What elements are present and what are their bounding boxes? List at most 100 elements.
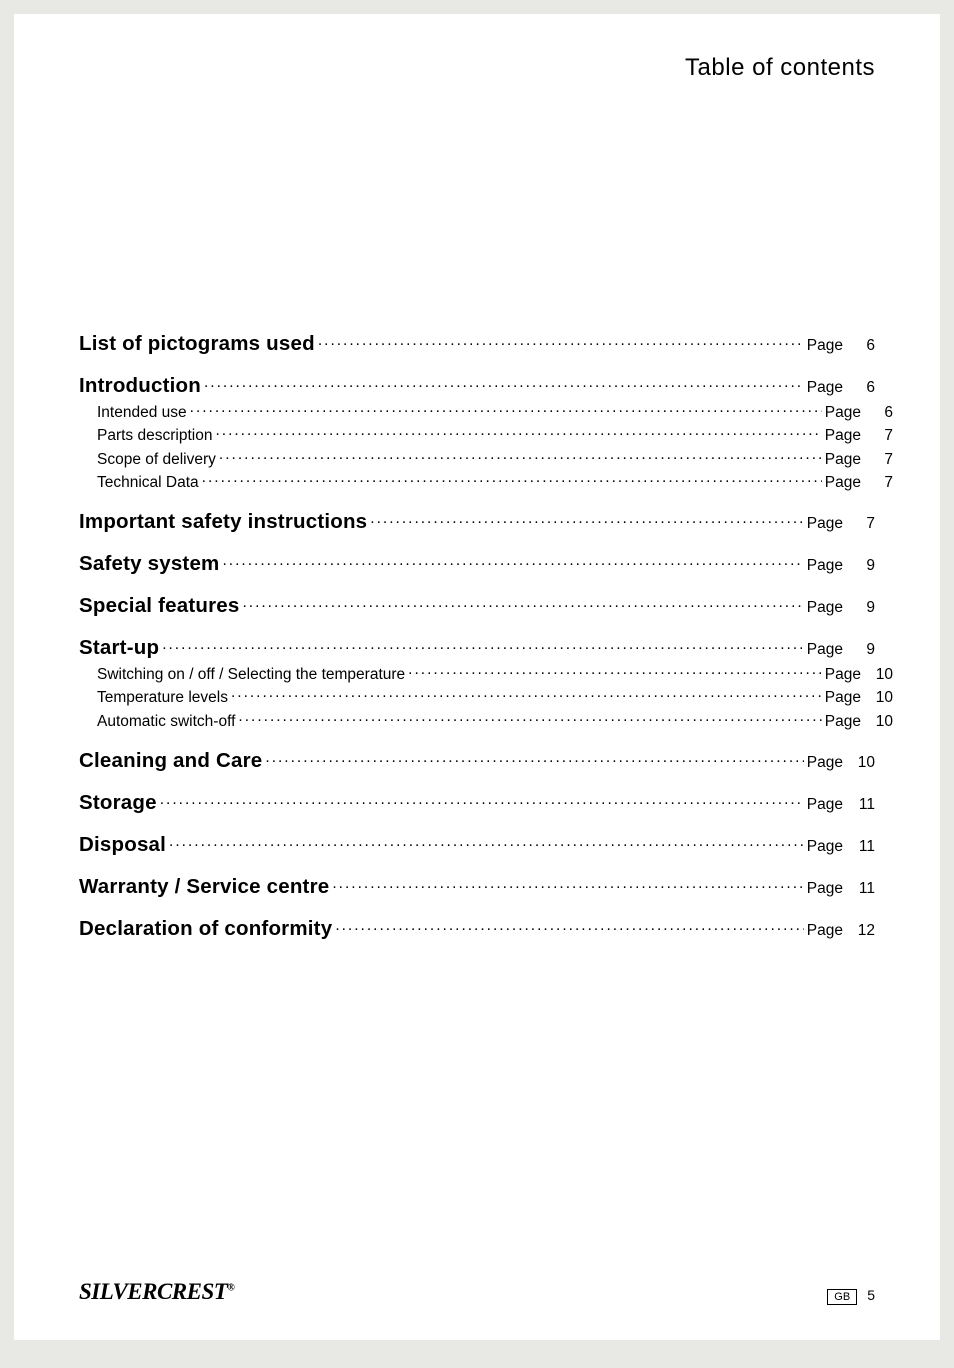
language-code: GB <box>827 1289 857 1305</box>
toc-leader-dots <box>160 793 804 809</box>
toc-title: Special features <box>79 594 239 618</box>
toc-entry: Disposal Page 11 <box>79 833 875 857</box>
toc-title: Introduction <box>79 374 201 398</box>
toc-title: Technical Data <box>97 474 199 492</box>
document-page: Table of contents List of pictograms use… <box>14 14 940 1340</box>
toc-page-number: 11 <box>851 796 875 814</box>
toc-entry: Declaration of conformity Page 12 <box>79 917 875 941</box>
toc-page-label: Page <box>807 379 843 397</box>
toc-leader-dots <box>223 555 804 571</box>
toc-leader-dots <box>231 687 822 703</box>
toc-page-label: Page <box>825 713 861 731</box>
toc-entry: Temperature levels Page 10 <box>97 687 893 708</box>
page-info: GB 5 <box>827 1287 875 1305</box>
brand-sub: CREST <box>157 1279 227 1304</box>
toc-entry: Parts description Page 7 <box>97 425 893 446</box>
toc-title: Switching on / off / Selecting the tempe… <box>97 666 405 684</box>
toc-page-number: 10 <box>869 666 893 684</box>
toc-page-label: Page <box>807 922 843 940</box>
toc-page-label: Page <box>825 689 861 707</box>
toc-leader-dots <box>190 401 822 417</box>
toc-leader-dots <box>169 835 804 851</box>
toc-leader-dots <box>162 639 804 655</box>
toc-entry: Warranty / Service centre Page 11 <box>79 875 875 899</box>
toc-page-label: Page <box>807 599 843 617</box>
toc-page-number: 6 <box>869 404 893 422</box>
toc-page-number: 7 <box>869 474 893 492</box>
toc-title: Declaration of conformity <box>79 917 332 941</box>
toc-page-number: 7 <box>869 451 893 469</box>
toc-leader-dots <box>219 448 822 464</box>
toc-page-number: 6 <box>851 337 875 355</box>
toc-page-label: Page <box>807 796 843 814</box>
toc-leader-dots <box>332 877 803 893</box>
toc-page-number: 9 <box>851 557 875 575</box>
toc-title: Scope of delivery <box>97 451 216 469</box>
toc-page-number: 10 <box>869 713 893 731</box>
toc-page-number: 9 <box>851 599 875 617</box>
toc-title: Start-up <box>79 636 159 660</box>
brand-main: SILVER <box>79 1279 157 1304</box>
toc-page-label: Page <box>807 557 843 575</box>
toc-page-label: Page <box>825 427 861 445</box>
toc-page-label: Page <box>825 451 861 469</box>
toc-entry: Automatic switch-off Page 10 <box>97 710 893 731</box>
toc-entry: Safety system Page 9 <box>79 552 875 576</box>
page-title: Table of contents <box>79 54 875 82</box>
toc-entry: Introduction Page 6 <box>79 374 875 398</box>
toc-entry: Important safety instructionsPage7 <box>79 510 875 534</box>
toc-entry: List of pictograms used Page 6 <box>79 332 875 356</box>
toc-page-label: Page <box>807 754 843 772</box>
toc-title: Cleaning and Care <box>79 749 262 773</box>
toc-leader-dots <box>242 597 803 613</box>
toc-entry: Switching on / off / Selecting the tempe… <box>97 663 893 684</box>
toc-leader-dots <box>265 751 803 767</box>
toc-page-number: 7 <box>851 515 875 533</box>
toc-page-label: Page <box>807 838 843 856</box>
toc-title: List of pictograms used <box>79 332 315 356</box>
toc-page-number: 6 <box>851 379 875 397</box>
page-footer: SILVERCREST® GB 5 <box>79 1279 875 1305</box>
toc-page-number: 12 <box>851 922 875 940</box>
toc-page-label: Page <box>807 641 843 659</box>
toc-entry: Cleaning and Care Page 10 <box>79 749 875 773</box>
toc-page-label: Page <box>807 337 843 355</box>
toc-title: Automatic switch-off <box>97 713 235 731</box>
toc-page-label: Page <box>807 880 843 898</box>
toc-entry: Storage Page 11 <box>79 791 875 815</box>
toc-leader-dots <box>204 377 804 393</box>
toc-title: Safety system <box>79 552 220 576</box>
toc-leader-dots <box>318 335 804 351</box>
toc-title: Disposal <box>79 833 166 857</box>
toc-entry: Scope of delivery Page 7 <box>97 448 893 469</box>
toc-page-label: Page <box>825 666 861 684</box>
toc-title: Important safety instructions <box>79 510 367 534</box>
trademark-symbol: ® <box>227 1282 234 1293</box>
toc-leader-dots <box>408 663 822 679</box>
toc-title: Intended use <box>97 404 187 422</box>
toc-title: Warranty / Service centre <box>79 875 329 899</box>
toc-title: Temperature levels <box>97 689 228 707</box>
toc-entry: Intended use Page 6 <box>97 401 893 422</box>
toc-leader-dots <box>370 513 804 529</box>
toc-page-label: Page <box>825 474 861 492</box>
toc-page-number: 10 <box>869 689 893 707</box>
toc-leader-dots <box>215 425 821 441</box>
toc-page-number: 9 <box>851 641 875 659</box>
toc-entry: Start-up Page 9 <box>79 636 875 660</box>
toc-page-label: Page <box>825 404 861 422</box>
toc-leader-dots <box>238 710 821 726</box>
toc-leader-dots <box>335 919 803 935</box>
toc-page-number: 7 <box>869 427 893 445</box>
toc-entry: Technical Data Page 7 <box>97 472 893 493</box>
toc-title: Storage <box>79 791 157 815</box>
toc-leader-dots <box>202 472 822 488</box>
toc-page-number: 11 <box>851 880 875 898</box>
page-number: 5 <box>867 1287 875 1303</box>
table-of-contents: List of pictograms usedPage6Introduction… <box>79 332 875 941</box>
toc-page-number: 10 <box>851 754 875 772</box>
toc-page-number: 11 <box>851 838 875 856</box>
toc-entry: Special features Page 9 <box>79 594 875 618</box>
toc-title: Parts description <box>97 427 212 445</box>
brand-logo: SILVERCREST® <box>79 1279 234 1305</box>
